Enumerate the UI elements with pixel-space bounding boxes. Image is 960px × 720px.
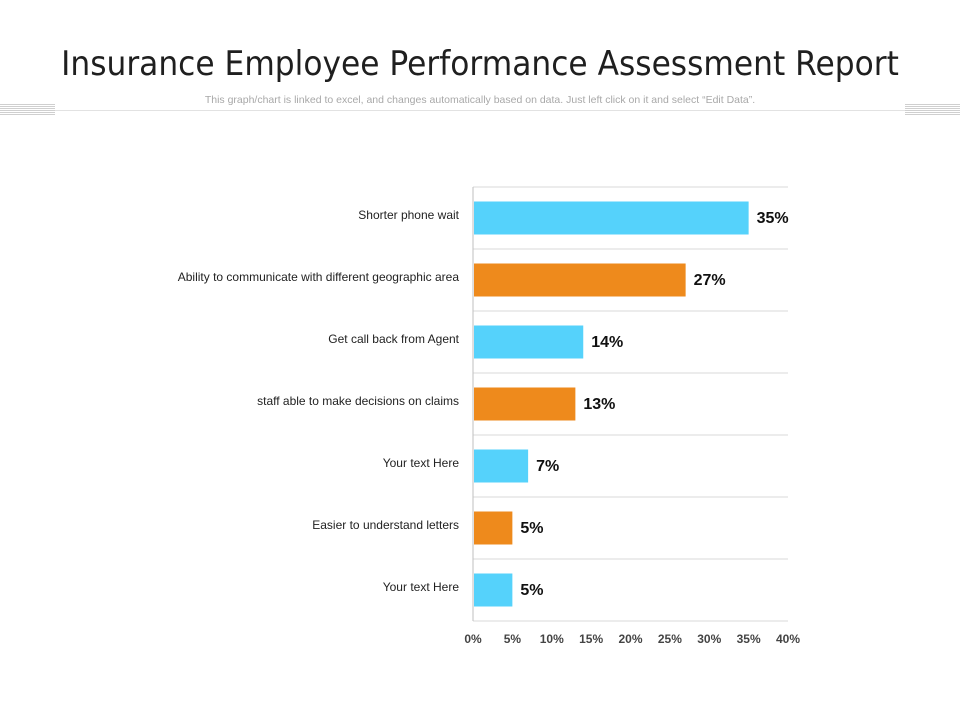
bar [474,573,513,607]
left-decoration [0,104,55,116]
data-label: 14% [591,334,623,351]
data-label: 27% [694,272,726,289]
x-tick-label: 5% [504,632,522,646]
page-title: Insurance Employee Performance Assessmen… [61,44,899,84]
page-subtitle: This graph/chart is linked to excel, and… [204,94,756,106]
title-divider [55,110,905,111]
data-label: 13% [583,396,615,413]
x-tick-label: 15% [579,632,603,646]
bar [474,325,584,359]
x-tick-label: 20% [618,632,642,646]
category-label: Shorter phone wait [358,208,459,222]
bar [474,449,529,483]
x-tick-label: 0% [464,632,482,646]
category-label: Get call back from Agent [328,332,459,346]
data-label: 35% [757,210,789,227]
data-label: 5% [520,520,543,537]
data-label: 7% [536,458,559,475]
data-label: 5% [520,582,543,599]
x-tick-label: 30% [697,632,721,646]
bar [474,263,686,297]
category-label: Your text Here [383,580,460,594]
x-tick-label: 35% [737,632,761,646]
category-label: Ability to communicate with different ge… [178,270,460,284]
bar [474,201,749,235]
category-label: staff able to make decisions on claims [257,394,459,408]
x-tick-label: 10% [540,632,564,646]
x-tick-label: 40% [776,632,800,646]
category-label: Easier to understand letters [312,518,459,532]
category-label: Your text Here [383,456,460,470]
bar [474,511,513,545]
right-decoration [905,104,960,116]
x-tick-label: 25% [658,632,682,646]
bar [474,387,576,421]
